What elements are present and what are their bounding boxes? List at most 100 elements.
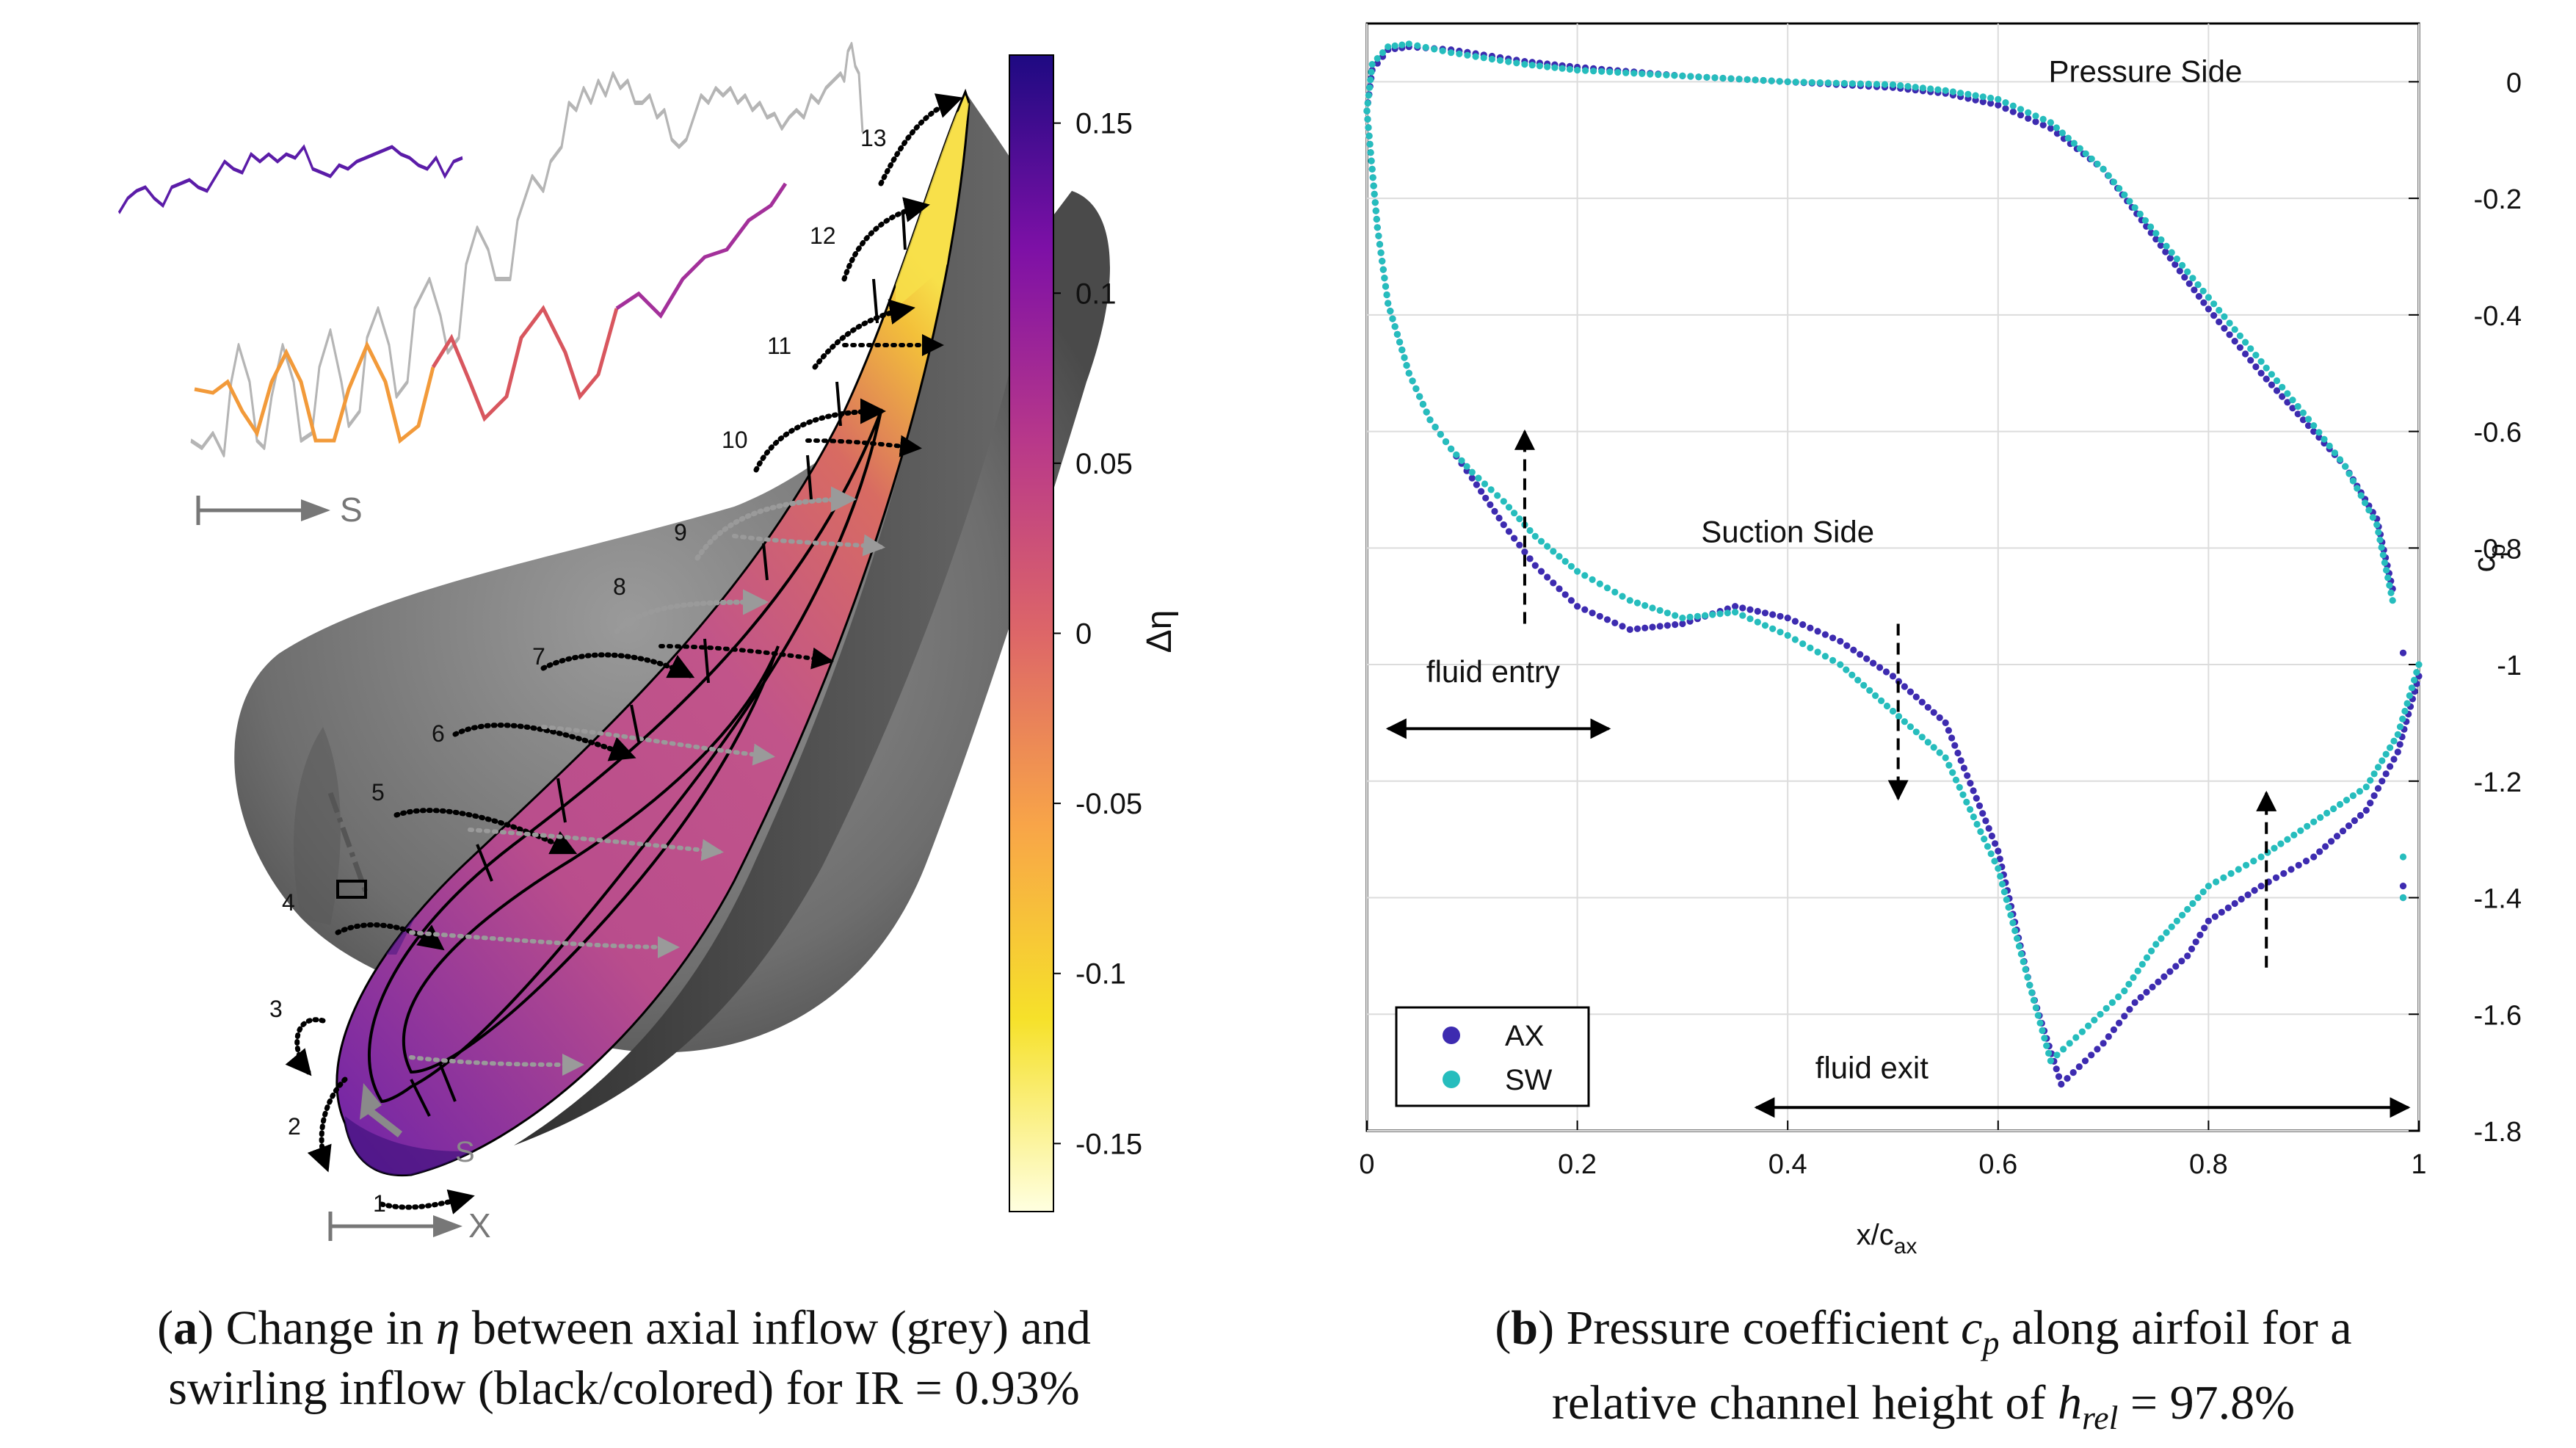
- data-point: [2009, 102, 2017, 109]
- legend-box: [1395, 1006, 1590, 1107]
- y-axis-label: cp: [2467, 544, 2510, 573]
- data-point: [2257, 883, 2265, 890]
- data-point: [2191, 286, 2198, 294]
- data-point: [1516, 541, 1523, 549]
- data-point: [2076, 145, 2083, 152]
- data-point: [1368, 165, 1376, 173]
- data-point: [1655, 71, 1662, 79]
- data-point: [1371, 190, 1378, 198]
- data-point: [1936, 749, 1943, 756]
- colorbar-tick-label: 0.05: [1075, 448, 1133, 480]
- eta-trace-axial: [190, 42, 864, 457]
- data-point: [2020, 958, 2027, 966]
- series-sw: [1363, 40, 2423, 1065]
- caption-a-line1: (a) Change in η between axial inflow (gr…: [157, 1301, 1091, 1355]
- data-point: [1924, 703, 1931, 711]
- data-point: [2326, 442, 2333, 450]
- data-point: [2345, 470, 2353, 477]
- data-point: [1996, 855, 2003, 863]
- data-point: [2163, 929, 2170, 936]
- data-point: [2121, 1013, 2128, 1020]
- data-point: [2250, 858, 2257, 865]
- data-point: [1872, 692, 1879, 700]
- y-tick-label: -1.8: [2474, 1117, 2522, 1148]
- y-tick-label: -1: [2497, 651, 2522, 681]
- data-point: [1513, 59, 1520, 67]
- data-point: [1987, 100, 1995, 107]
- data-point: [2126, 198, 2133, 205]
- data-point: [1526, 526, 1534, 535]
- data-point: [1401, 354, 1408, 361]
- data-point: [2356, 788, 2363, 795]
- data-point: [1821, 653, 1829, 660]
- surface-arrows: [409, 334, 944, 1076]
- data-point: [2100, 165, 2107, 173]
- data-point: [1382, 283, 1390, 290]
- data-point: [1448, 445, 1455, 453]
- data-point: [2374, 764, 2382, 771]
- data-point: [1854, 676, 1862, 684]
- annotation-arrows: [1385, 429, 2411, 1118]
- data-point: [1468, 474, 1476, 482]
- streamline-number: 9: [674, 519, 687, 546]
- data-point: [1574, 66, 1581, 74]
- streamline-number: 8: [613, 573, 626, 600]
- data-point: [2310, 853, 2318, 861]
- data-point: [2189, 275, 2196, 282]
- data-point: [1374, 224, 1381, 231]
- data-point: [1367, 149, 1374, 156]
- data-point: [1581, 606, 1589, 613]
- data-point: [2102, 1004, 2110, 1012]
- data-point: [1957, 90, 1964, 97]
- data-point: [2173, 256, 2180, 263]
- data-point: [1985, 825, 1992, 832]
- data-point: [1561, 591, 1569, 598]
- data-point: [2381, 559, 2388, 566]
- data-point: [2039, 1027, 2046, 1035]
- data-point: [2105, 172, 2112, 179]
- data-point: [2009, 919, 2017, 927]
- data-point: [1566, 65, 1573, 73]
- data-point: [1860, 681, 1868, 689]
- data-point: [2022, 966, 2029, 973]
- data-point: [1791, 636, 1799, 643]
- data-point: [2304, 422, 2312, 430]
- data-point: [2137, 993, 2144, 1001]
- data-point: [2220, 874, 2227, 881]
- data-point: [1942, 754, 1949, 761]
- data-point: [1857, 651, 1864, 658]
- data-point: [1979, 93, 1987, 101]
- data-point: [2017, 106, 2025, 113]
- data-point: [2321, 435, 2328, 443]
- shell-shadow: [294, 727, 341, 925]
- data-point: [2166, 255, 2174, 262]
- data-point: [1954, 749, 1962, 757]
- caption-b-text-after: along airfoil for a: [1999, 1301, 2352, 1355]
- data-point: [1761, 609, 1769, 617]
- data-point: [2163, 242, 2170, 250]
- data-point: [2210, 312, 2218, 319]
- y-tick-label: 0: [2506, 68, 2522, 98]
- data-point: [2082, 150, 2089, 157]
- data-point: [1897, 82, 1904, 90]
- data-point: [1363, 107, 1371, 115]
- data-point: [1832, 79, 1840, 87]
- data-point: [1768, 77, 1775, 84]
- data-point: [2339, 828, 2347, 835]
- streamline-4: [335, 922, 445, 951]
- data-point: [1537, 537, 1545, 545]
- data-point: [1398, 41, 1406, 48]
- data-point: [2053, 130, 2061, 137]
- data-point: [2085, 1022, 2092, 1029]
- data-point: [1799, 621, 1807, 629]
- data-point: [1385, 300, 1392, 307]
- data-point: [2162, 248, 2169, 256]
- data-point: [2375, 529, 2382, 536]
- data-point: [2294, 402, 2301, 410]
- data-point: [2284, 836, 2291, 843]
- data-point: [1948, 734, 1956, 742]
- stagnation-box: [336, 880, 367, 899]
- x-axis-label-a: X: [468, 1206, 491, 1245]
- eta-trace-swirl: [194, 340, 435, 444]
- data-point: [1995, 865, 2002, 872]
